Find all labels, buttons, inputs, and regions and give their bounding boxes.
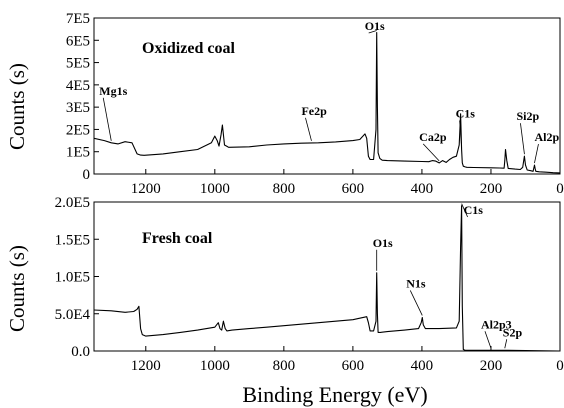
peak-leader-line [368, 30, 377, 34]
peak-label-al2p: Al2p [534, 130, 559, 144]
x-tick-label: 400 [411, 181, 434, 197]
y-tick-label: 0 [83, 167, 91, 183]
x-tick-label: 0 [556, 181, 564, 197]
x-tick-label: 1000 [200, 358, 230, 374]
peak-leader-line [102, 97, 112, 141]
peak-label-al2p3: Al2p3 [481, 317, 512, 331]
x-axis-label: Binding Energy (eV) [242, 382, 427, 407]
x-tick-label: 800 [273, 181, 296, 197]
peak-leader-line [422, 143, 440, 162]
peak-leader-line [504, 339, 508, 349]
y-tick-label: 4E5 [66, 78, 90, 94]
fresh-coal-panel: Fresh coal 1200 1000 800 600 400 200 0 0.0 5.0E4… [55, 195, 564, 374]
peak-leader-line [461, 203, 468, 218]
peak-label-fe2p: Fe2p [301, 104, 327, 118]
spectrum-line [93, 31, 561, 174]
x-tick-label: 600 [342, 358, 365, 374]
peak-label-ca2p: Ca2p [419, 130, 447, 144]
y-tick-label: 1E5 [66, 145, 90, 161]
y-tick-label: 0.0 [71, 344, 90, 360]
x-tick-label: 600 [342, 181, 365, 197]
x-tick-label: 0 [556, 358, 564, 374]
oxidized-coal-panel: Oxidized coal 1200 1000 800 600 400 200 0 0 1E5 2… [66, 11, 564, 197]
x-tick-label: 1000 [200, 181, 230, 197]
x-tick-label: 200 [480, 358, 503, 374]
peak-leader-line [305, 117, 312, 141]
y-tick-label: 6E5 [66, 33, 90, 49]
y-tick-label: 1.5E5 [55, 232, 90, 248]
y-tick-label: 5.0E4 [55, 307, 91, 323]
y-tick-label: 2.0E5 [55, 195, 90, 211]
panel-title-oxidized-coal: Oxidized coal [142, 40, 235, 57]
plot-frame [93, 17, 561, 175]
bottom-y-axis-label: Counts (s) [5, 245, 29, 332]
x-tick-label: 400 [411, 358, 434, 374]
peak-leader-line [459, 120, 463, 148]
panel-title-fresh-coal: Fresh coal [142, 230, 213, 247]
peak-label-n1s: N1s [406, 276, 426, 290]
peak-label-o1s: O1s [373, 236, 393, 250]
peak-label-s2p: S2p [503, 325, 523, 339]
peak-leader-line [484, 331, 492, 349]
y-tick-label: 7E5 [66, 11, 90, 27]
x-tick-label: 800 [273, 358, 296, 374]
peak-label-mg1s: Mg1s [99, 84, 127, 98]
peak-leader-line [409, 290, 423, 316]
spectrum-line [93, 205, 561, 352]
x-tick-label: 1200 [131, 358, 161, 374]
peak-leader-line [520, 123, 525, 155]
x-tick-label: 1200 [131, 181, 161, 197]
peak-label-c1s: C1s [456, 106, 476, 120]
top-y-axis-label: Counts (s) [5, 63, 29, 150]
peak-leader-line [534, 144, 539, 164]
y-tick-label: 2E5 [66, 122, 90, 138]
peak-label-o1s: O1s [365, 19, 385, 33]
y-tick-label: 1.0E5 [55, 270, 90, 286]
x-tick-label: 200 [480, 181, 503, 197]
y-tick-label: 3E5 [66, 100, 90, 116]
peak-label-c1s: C1s [464, 203, 484, 217]
y-tick-label: 5E5 [66, 56, 90, 72]
peak-label-si2p: Si2p [516, 109, 539, 123]
